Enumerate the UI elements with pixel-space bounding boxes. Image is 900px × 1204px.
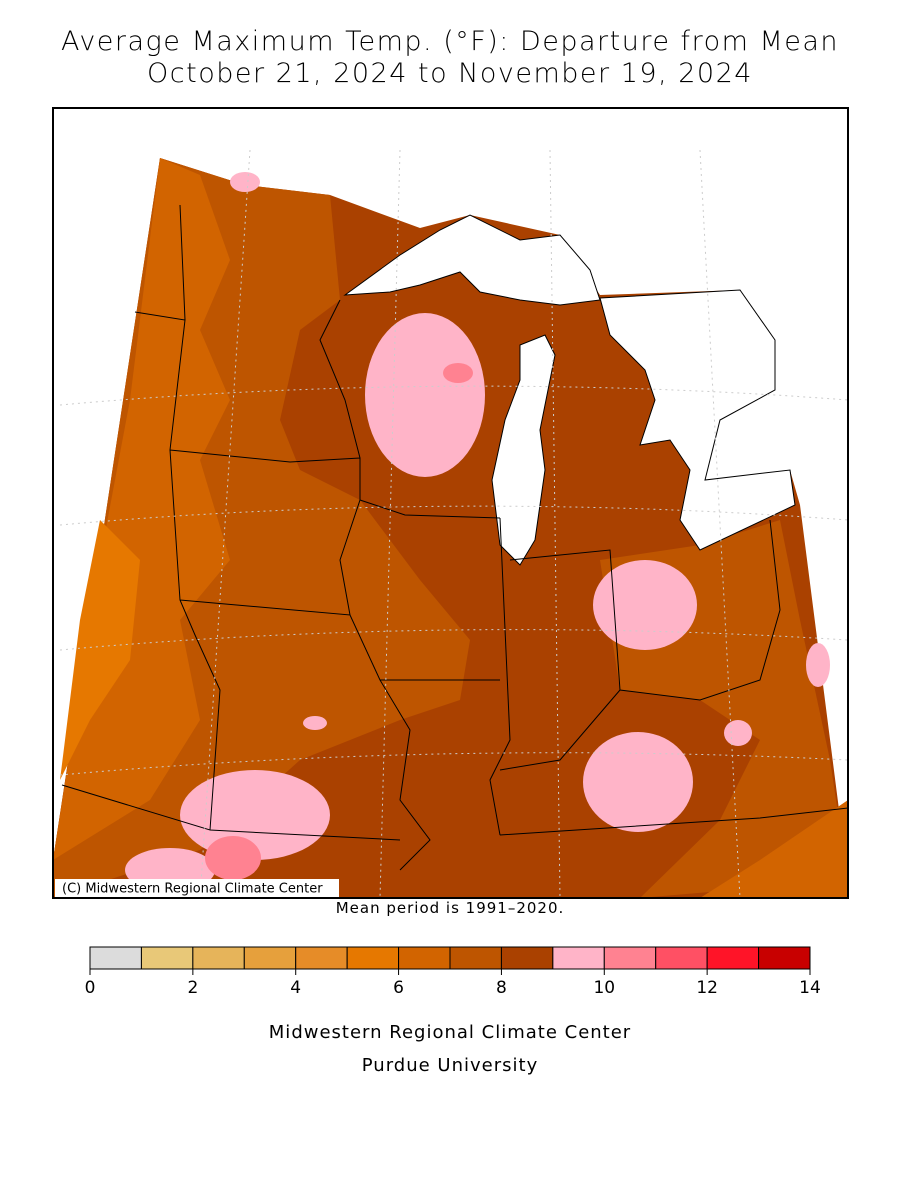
colorbar-swatch [449, 946, 502, 970]
colorbar-swatch [243, 946, 297, 970]
colorbar-tick-label: 4 [290, 978, 301, 998]
region-9-10 [365, 313, 485, 477]
canada-huron-erie [599, 289, 796, 551]
colorbar-swatch [89, 946, 142, 970]
region-6-7 [700, 800, 848, 898]
copyright-box [55, 879, 339, 897]
subtitle: October 21, 2024 to November 19, 2024 [147, 58, 753, 89]
colorbar-swatch [398, 946, 451, 970]
colorbar-swatch [295, 946, 348, 970]
colorbar-swatch [758, 946, 811, 970]
mean-period-note: Mean period is 1991–2020. [336, 899, 565, 917]
region-9-10 [724, 720, 752, 746]
region-5-6 [60, 520, 140, 780]
footer-line: Midwestern Regional Climate Center [269, 1022, 631, 1043]
colorbar-tick-label: 8 [496, 978, 507, 998]
colorbar-swatch [603, 946, 657, 970]
state-borders [61, 204, 848, 871]
colorbar-swatch [140, 946, 194, 970]
region-10-11 [443, 363, 473, 383]
map [53, 149, 848, 898]
footer-line: Purdue University [362, 1055, 538, 1076]
map-frame [52, 107, 849, 899]
colorbar-swatch [346, 946, 400, 970]
colorbar-swatch [500, 946, 554, 970]
region-9-10 [593, 560, 697, 650]
colorbar-tick-label: 6 [393, 978, 404, 998]
copyright: (C) Midwestern Regional Climate Center [62, 882, 323, 897]
region-9-10 [230, 172, 260, 192]
colorbar-tick-label: 10 [593, 978, 615, 998]
region-9-10 [806, 643, 830, 687]
colorbar-tick-label: 0 [85, 978, 96, 998]
colorbar-swatch [706, 946, 760, 970]
region-9-10 [180, 770, 330, 860]
colorbar-swatch [192, 946, 245, 970]
title: Average Maximum Temp. (°F): Departure fr… [61, 26, 839, 57]
colorbar: 0 2 4 6 8 10 12 14 [85, 946, 821, 998]
colorbar-tick-label: 14 [799, 978, 821, 998]
region-10-11 [205, 836, 261, 880]
region-9-10 [583, 732, 693, 832]
colorbar-swatch [552, 946, 605, 970]
colorbar-tick-label: 2 [187, 978, 198, 998]
region-9-10 [303, 716, 327, 730]
lake-michigan [491, 334, 556, 566]
lake-superior [343, 214, 601, 306]
colorbar-swatch [655, 946, 708, 970]
colorbar-tick-label: 12 [696, 978, 718, 998]
